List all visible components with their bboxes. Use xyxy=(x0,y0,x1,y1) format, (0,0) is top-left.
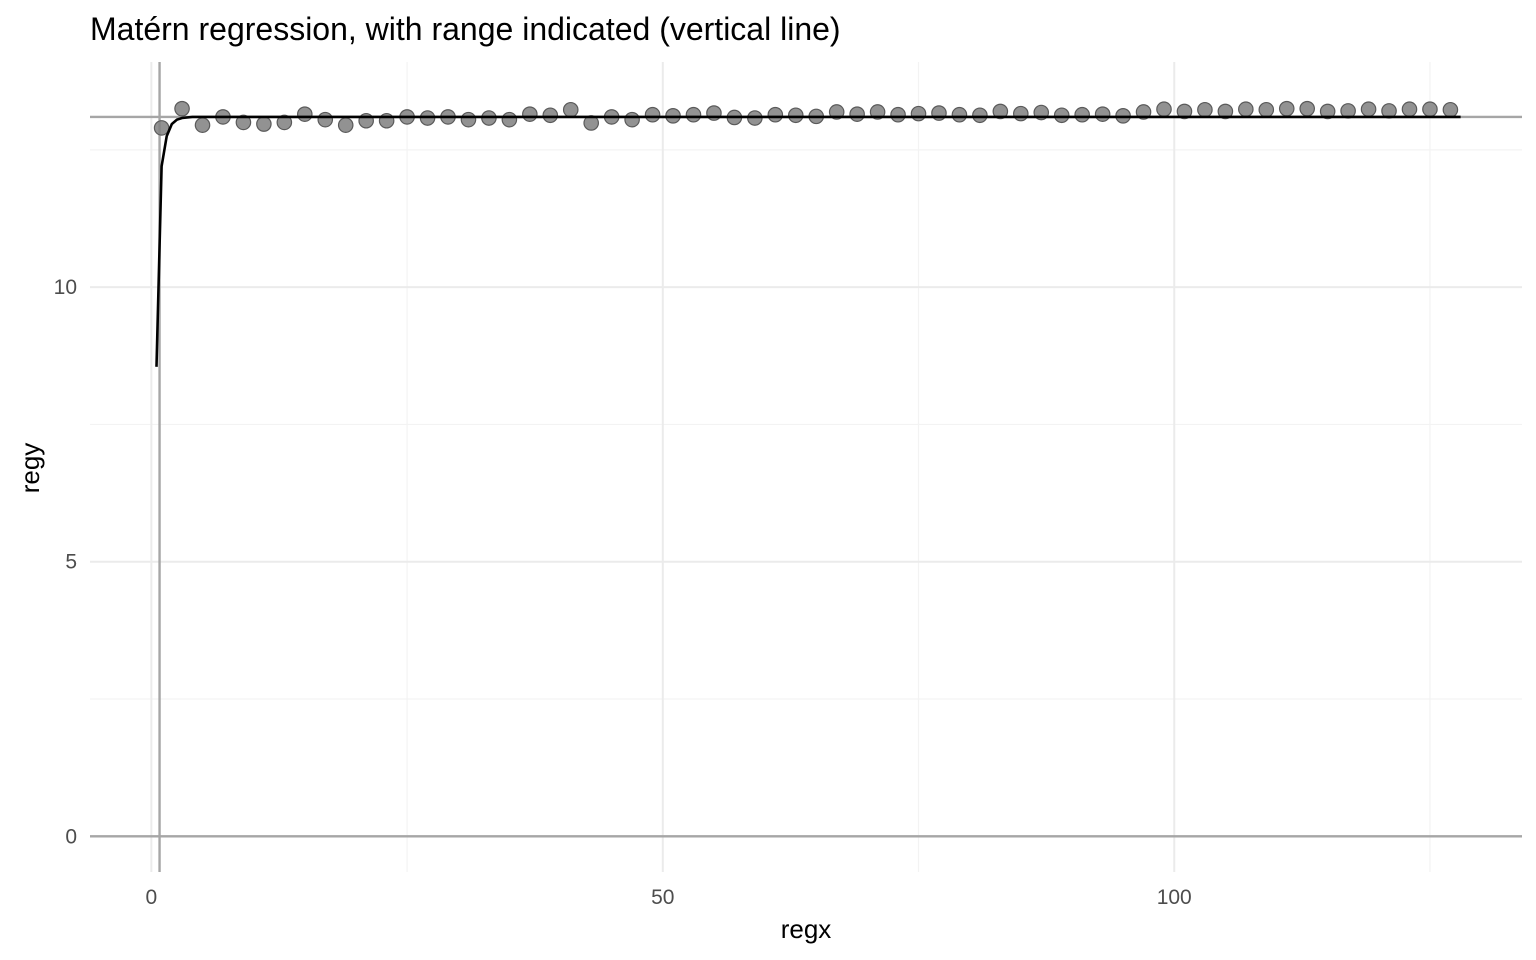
scatter-point xyxy=(1012,105,1029,122)
y-tick-label: 5 xyxy=(65,551,77,574)
scatter-point xyxy=(296,106,313,122)
scatter-point xyxy=(972,107,988,124)
scatter-point xyxy=(992,103,1009,120)
scatter-point xyxy=(522,106,538,122)
scatter-point xyxy=(153,120,170,136)
scatter-point xyxy=(1094,106,1111,122)
scatter-point xyxy=(1156,101,1172,118)
x-tick-label: 0 xyxy=(146,886,158,909)
scatter-point xyxy=(562,101,579,118)
scatter-point xyxy=(276,114,293,131)
scatter-point xyxy=(1422,101,1438,118)
scatter-point xyxy=(869,104,886,120)
scatter-point xyxy=(542,107,559,124)
scatter-point xyxy=(624,111,640,128)
x-tick-label: 100 xyxy=(1157,886,1192,909)
scatter-point xyxy=(1299,100,1315,117)
scatter-point xyxy=(644,106,661,123)
x-axis-title: regx xyxy=(781,914,832,944)
chart-title: Matérn regression, with range indicated … xyxy=(90,11,841,47)
y-tick-label: 0 xyxy=(65,825,77,848)
scatter-point xyxy=(1401,101,1418,118)
scatter-point xyxy=(501,111,518,128)
scatter-point xyxy=(951,106,968,123)
scatter-point xyxy=(1278,100,1295,117)
scatter-points xyxy=(153,100,1459,136)
scatter-point xyxy=(317,111,334,128)
reference-lines xyxy=(90,62,1522,872)
y-tick-label: 10 xyxy=(54,276,77,299)
fit-line-layer xyxy=(155,115,1461,367)
scatter-point xyxy=(787,107,804,124)
scatter-point xyxy=(1135,104,1152,120)
scatter-point xyxy=(1074,106,1090,123)
y-axis-title: regy xyxy=(15,443,45,494)
scatter-point xyxy=(1217,103,1234,120)
scatter-point xyxy=(1197,101,1213,118)
scatter-point xyxy=(256,116,272,132)
scatter-point xyxy=(1442,101,1459,118)
scatter-point xyxy=(1238,101,1254,118)
scatter-point xyxy=(1258,101,1275,118)
scatter-point xyxy=(194,117,211,133)
fit-line xyxy=(155,115,1461,367)
scatter-point xyxy=(849,106,865,122)
scatter-point xyxy=(767,106,784,123)
scatter-point xyxy=(235,114,252,131)
scatter-point xyxy=(1176,103,1193,120)
scatter-point xyxy=(337,117,354,133)
scatter-point xyxy=(174,100,190,117)
tick-labels: 0 50 100 0 5 10 xyxy=(54,276,1192,909)
scatter-point xyxy=(460,111,477,128)
scatter-point xyxy=(890,106,906,123)
scatter-point xyxy=(910,105,927,122)
scatter-point xyxy=(828,104,845,120)
scatter-point xyxy=(1360,101,1377,118)
scatter-point xyxy=(1319,103,1336,120)
scatter-point xyxy=(1053,107,1070,124)
x-tick-label: 50 xyxy=(651,886,674,909)
grid xyxy=(90,62,1522,872)
scatter-point xyxy=(685,106,702,123)
